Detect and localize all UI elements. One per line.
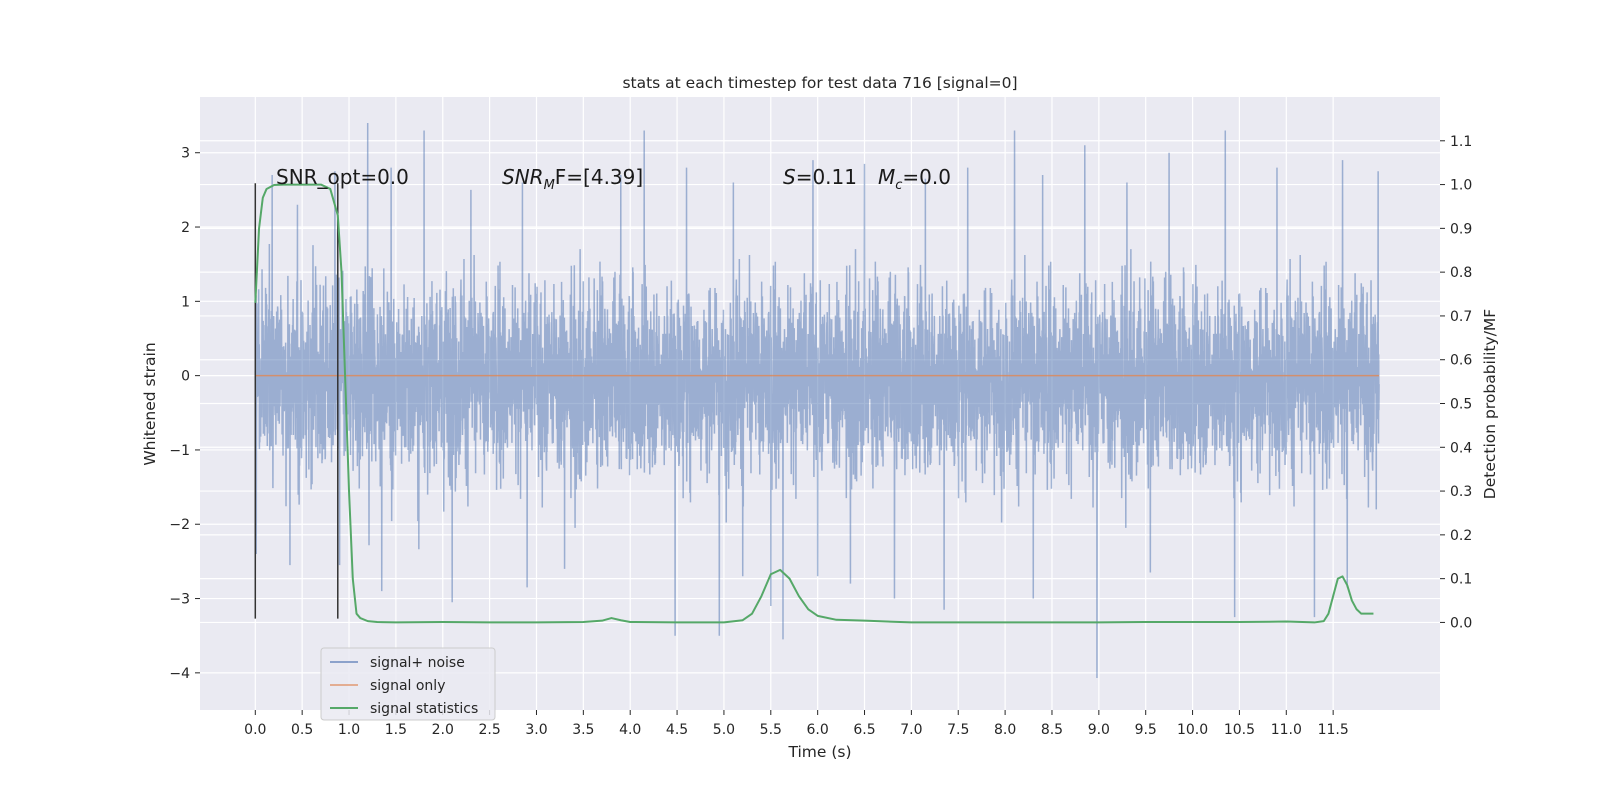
y-axis-right-label: Detection probability/MF xyxy=(1481,309,1499,500)
x-tick-label-8: 4.0 xyxy=(619,722,641,738)
x-tick-label-0: 0.0 xyxy=(244,722,266,738)
signal-noise-line xyxy=(254,123,1380,679)
x-tick-label-22: 11.0 xyxy=(1271,722,1302,738)
y-right-tick-label-11: 1.1 xyxy=(1450,134,1472,150)
y-right-tick-label-5: 0.5 xyxy=(1450,397,1472,413)
x-tick-label-4: 2.0 xyxy=(432,722,454,738)
y-right-tick-label-0: 0.0 xyxy=(1450,615,1472,631)
y-right-tick-label-9: 0.9 xyxy=(1450,221,1472,237)
annotation-mc-value: =0.0 xyxy=(902,165,951,189)
y-left-tick-label-6: 2 xyxy=(181,220,190,236)
x-tick-label-18: 9.0 xyxy=(1088,722,1110,738)
y-right-tick-label-7: 0.7 xyxy=(1450,309,1472,325)
chart-title: stats at each timestep for test data 716… xyxy=(622,74,1017,92)
y-axis-left-ticks: −4 −3 −2 −1 0 1 2 3 xyxy=(169,146,200,682)
y-left-tick-label-0: −4 xyxy=(169,666,190,682)
legend-label-signal-statistics: signal statistics xyxy=(370,701,478,717)
y-left-tick-label-7: 3 xyxy=(181,146,190,162)
x-tick-label-3: 1.5 xyxy=(385,722,407,738)
x-tick-label-13: 6.5 xyxy=(853,722,875,738)
x-tick-label-6: 3.0 xyxy=(525,722,547,738)
y-right-tick-label-1: 0.1 xyxy=(1450,572,1472,588)
y-left-tick-label-1: −3 xyxy=(169,592,190,608)
y-right-tick-label-10: 1.0 xyxy=(1450,178,1472,194)
x-tick-label-12: 6.0 xyxy=(807,722,829,738)
annotation-s-symbol: S xyxy=(783,165,796,189)
annotation-mc: Mc=0.0 xyxy=(878,165,951,193)
y-left-tick-label-5: 1 xyxy=(181,294,190,310)
y-right-tick-label-8: 0.8 xyxy=(1450,265,1472,281)
annotation-snr-mf: SNRMF=[4.39] xyxy=(502,165,643,193)
signal-statistics-series xyxy=(254,183,1374,624)
annotation-snr-mf-value: F=[4.39] xyxy=(555,165,643,189)
annotation-s-value: =0.11 xyxy=(796,165,857,189)
x-tick-label-7: 3.5 xyxy=(572,722,594,738)
x-tick-label-2: 1.0 xyxy=(338,722,360,738)
x-tick-label-17: 8.5 xyxy=(1041,722,1063,738)
x-tick-label-21: 10.5 xyxy=(1224,722,1255,738)
y-right-tick-label-4: 0.4 xyxy=(1450,440,1472,456)
x-tick-label-10: 5.0 xyxy=(713,722,735,738)
x-axis-label: Time (s) xyxy=(787,743,851,761)
legend-label-signal-only: signal only xyxy=(370,678,445,694)
y-axis-right-ticks: 0.0 0.1 0.2 0.3 0.4 0.5 0.6 0.7 0.8 0.9 1.0 1.1 xyxy=(1440,134,1472,631)
x-tick-label-11: 5.5 xyxy=(760,722,782,738)
x-tick-label-15: 7.5 xyxy=(947,722,969,738)
y-right-tick-label-6: 0.6 xyxy=(1450,353,1472,369)
y-axis-left-label: Whitened strain xyxy=(141,342,159,465)
annotation-s: S=0.11 xyxy=(783,165,857,189)
signal-statistics-line xyxy=(254,183,1374,624)
legend: signal+ noise signal only signal statist… xyxy=(320,647,496,721)
x-tick-label-14: 7.0 xyxy=(900,722,922,738)
x-tick-label-19: 9.5 xyxy=(1135,722,1157,738)
legend-label-signal-noise: signal+ noise xyxy=(370,655,465,671)
y-right-tick-label-3: 0.3 xyxy=(1450,484,1472,500)
x-axis-ticks: 0.0 0.5 1.0 1.5 2.0 2.5 3.0 3.5 4.0 4.5 5.0 5.5 6.0 6… xyxy=(244,710,1349,738)
annotation-snr-mf-subscript: M xyxy=(544,178,555,193)
x-tick-label-16: 8.0 xyxy=(994,722,1016,738)
y-right-tick-label-2: 0.2 xyxy=(1450,528,1472,544)
y-left-tick-label-2: −2 xyxy=(169,517,190,533)
y-left-tick-label-3: −1 xyxy=(169,443,190,459)
annotation-mc-subscript: c xyxy=(895,178,902,193)
annotations: SNR_opt=0.0 SNRMF=[4.39] S=0.11 Mc=0.0 xyxy=(276,165,951,193)
signal-noise-series xyxy=(254,123,1380,679)
annotation-snr-mf-symbol: SNR xyxy=(502,165,544,189)
legend-box xyxy=(320,647,496,721)
annotation-mc-symbol: M xyxy=(878,165,895,189)
x-tick-label-9: 4.5 xyxy=(666,722,688,738)
y-left-tick-label-4: 0 xyxy=(181,369,190,385)
x-tick-label-23: 11.5 xyxy=(1318,722,1349,738)
x-tick-label-1: 0.5 xyxy=(291,722,313,738)
x-tick-label-5: 2.5 xyxy=(478,722,500,738)
x-tick-label-20: 10.0 xyxy=(1177,722,1208,738)
marker-lines xyxy=(254,183,339,619)
annotation-snr-opt: SNR_opt=0.0 xyxy=(276,165,409,189)
